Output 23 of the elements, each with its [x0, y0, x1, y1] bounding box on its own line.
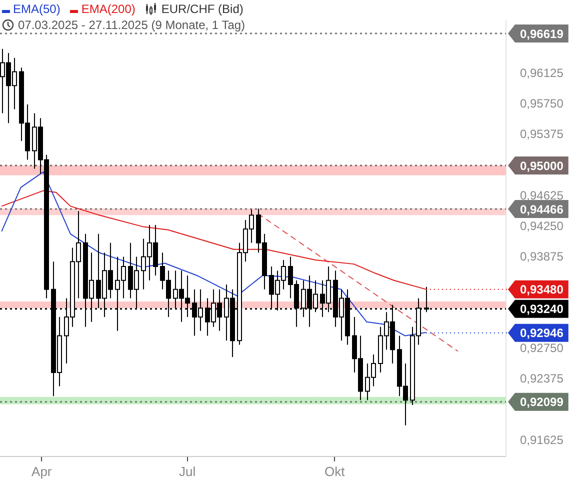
- x-tick-label: Okt: [324, 464, 346, 479]
- y-tick-label: 0,96125: [520, 66, 564, 80]
- y-tick-label: 0,94250: [520, 218, 564, 233]
- x-tick-label: Apr: [32, 464, 52, 479]
- y-tick-label: 0,91625: [520, 432, 564, 447]
- ref-line-label: 0,96619: [520, 26, 564, 41]
- chart-title: EUR/CHF (Bid): [161, 1, 244, 17]
- ref-line-label: 0,95000: [520, 158, 564, 173]
- x-tick-label: Jul: [179, 464, 196, 479]
- y-tick-label: 0,92750: [520, 341, 564, 356]
- annotation: 0,93480: [520, 282, 564, 297]
- y-tick-label: 0,92375: [520, 372, 564, 386]
- annotation: 0,92946: [520, 326, 564, 340]
- ref-line-label: 0,92099: [520, 395, 564, 410]
- y-tick-label: 0,93875: [520, 249, 564, 264]
- legend-label: EMA(50): [12, 1, 60, 17]
- y-tick-label: 0,95375: [520, 127, 564, 142]
- y-tick-label: 0,94625: [520, 188, 564, 202]
- chart-subtitle: 07.03.2025 - 27.11.2025 (9 Monate, 1 Tag): [18, 17, 246, 33]
- legend-label: EMA(200): [80, 1, 136, 17]
- ref-line-label: 0,93240: [520, 302, 564, 316]
- y-tick-label: 0,95750: [520, 96, 564, 111]
- ref-line-label: 0,94466: [520, 202, 564, 216]
